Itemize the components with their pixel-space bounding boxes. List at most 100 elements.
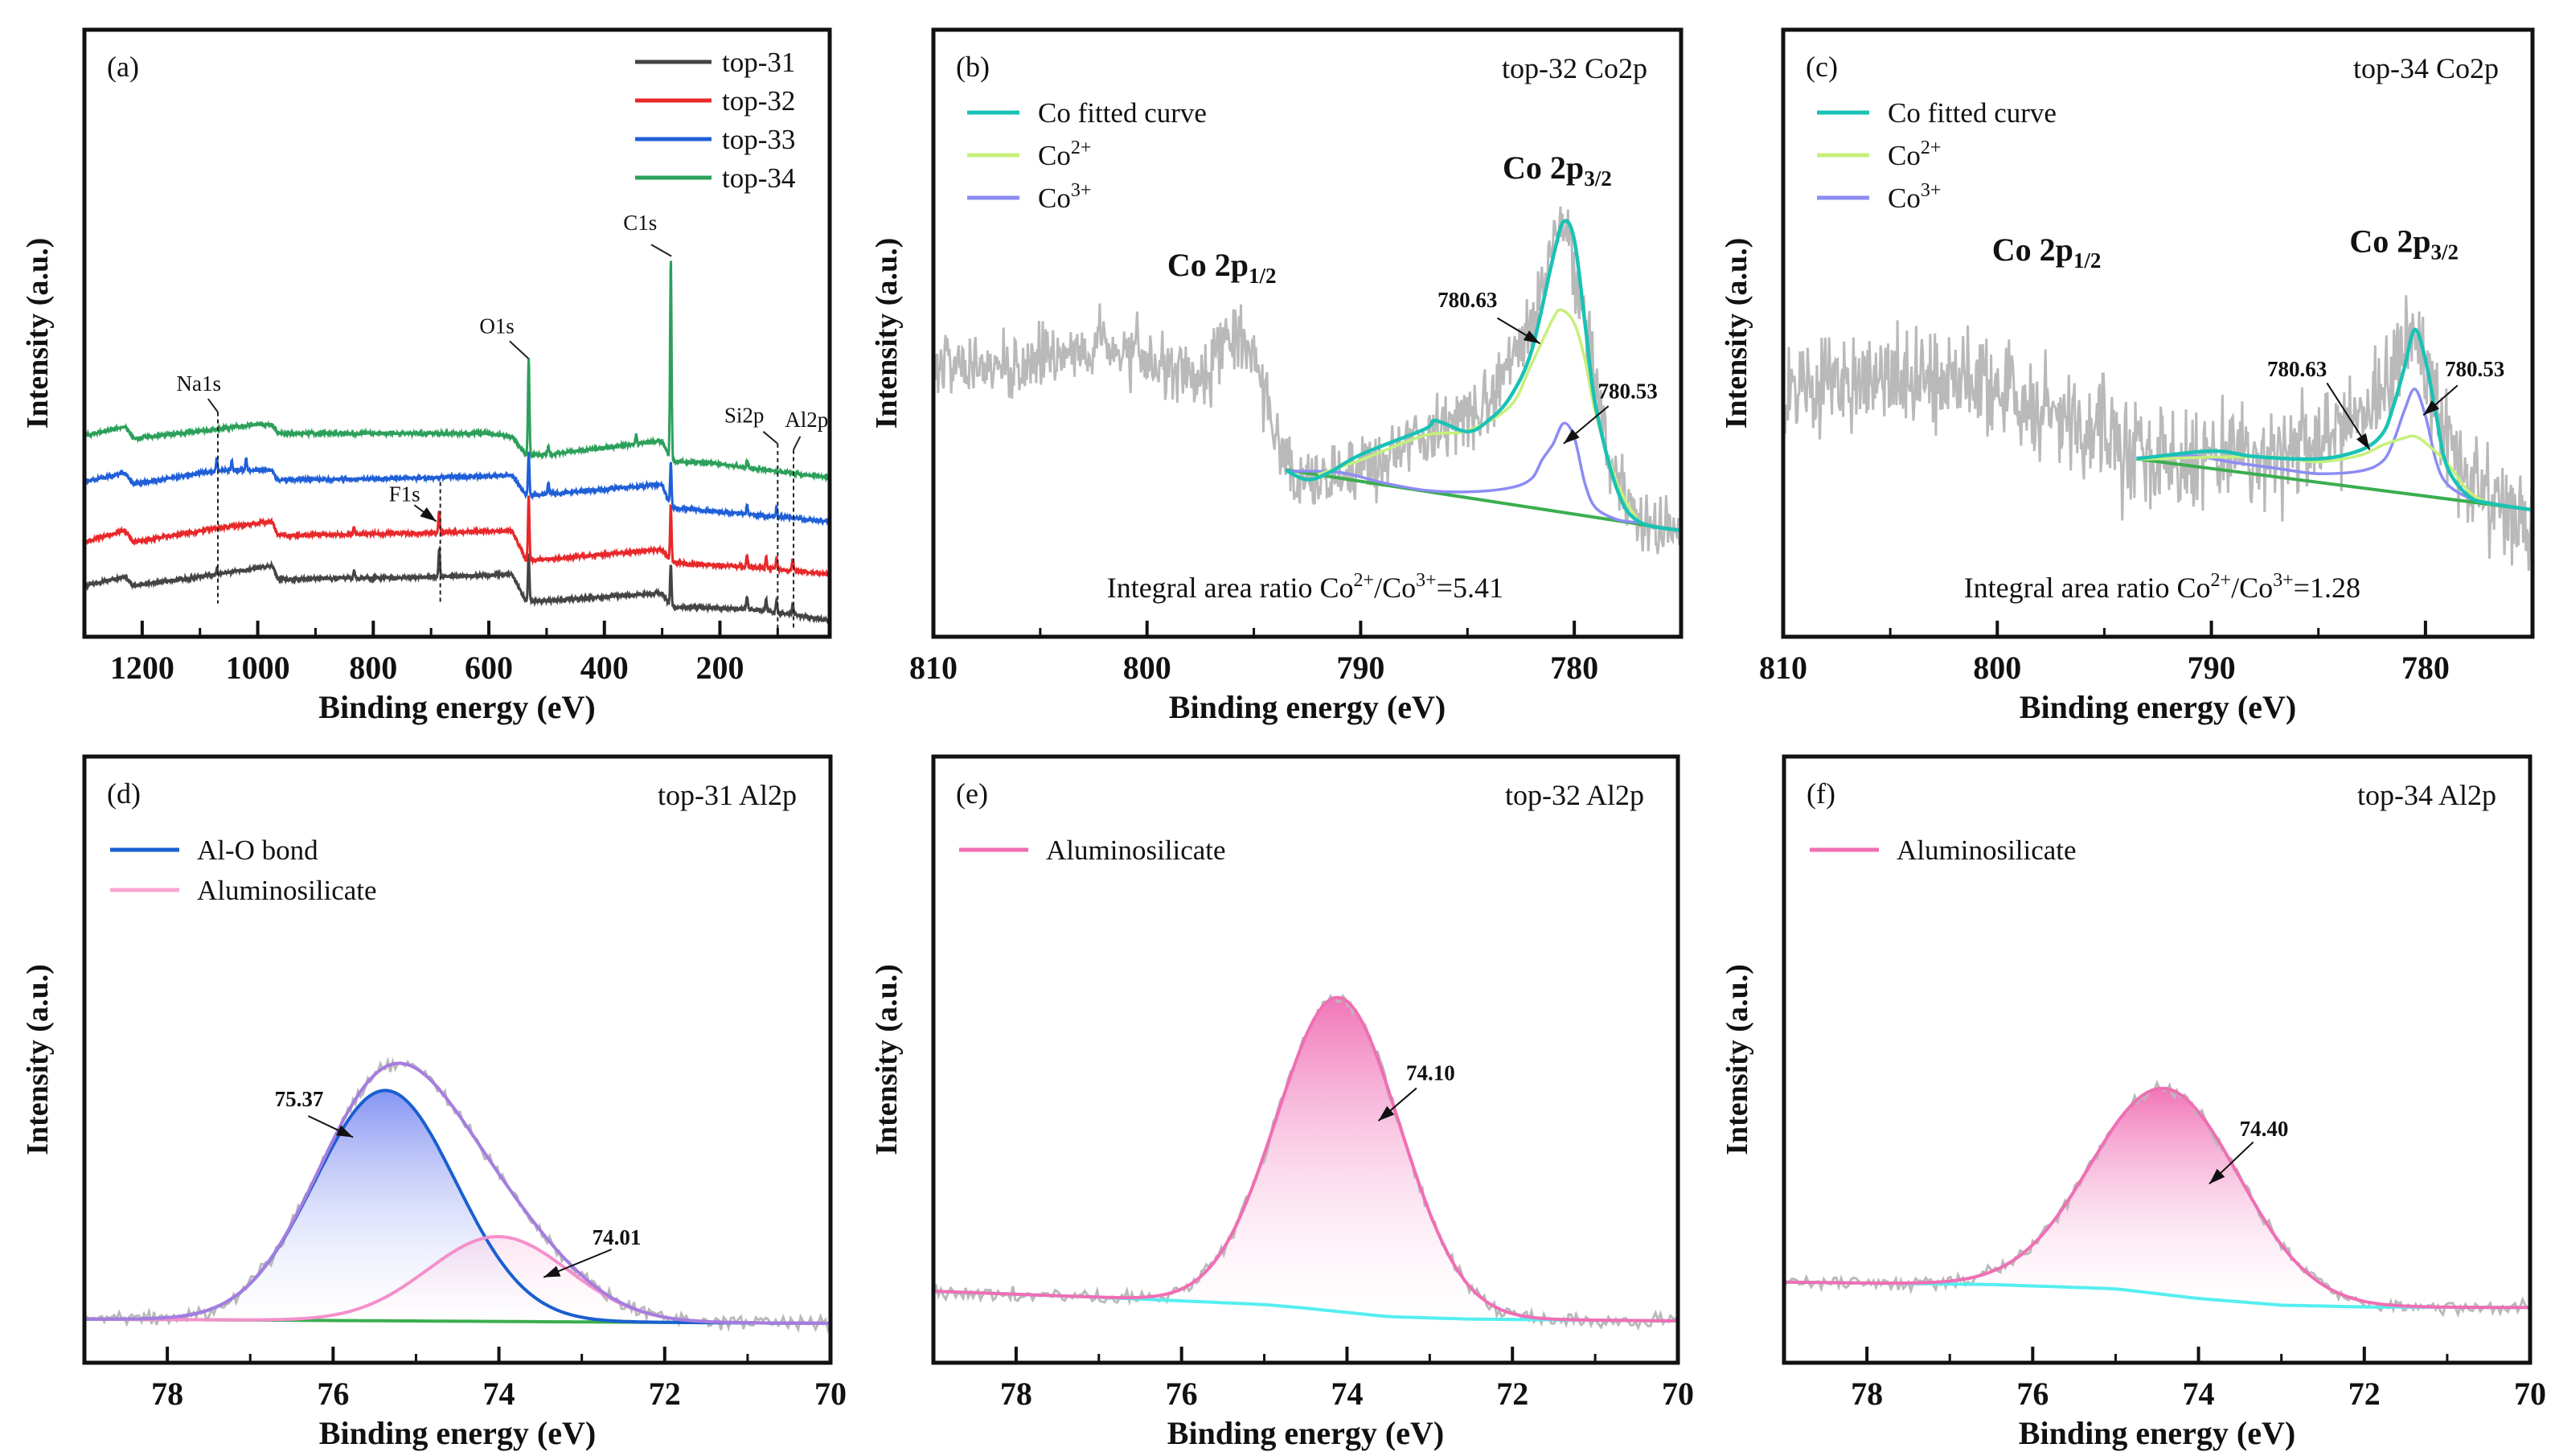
x-tick-label: 70 (1662, 1376, 1694, 1412)
annotation-leader (207, 398, 219, 413)
legend-label: top-32 (722, 85, 795, 117)
arrow-head (1563, 429, 1580, 444)
region-label: Co 2p3/2 (1503, 150, 1612, 191)
legend-label: Aluminosilicate (1897, 835, 2077, 866)
arrow-head (1378, 1105, 1395, 1122)
fit-curve-total (1285, 219, 1681, 533)
x-tick-label: 600 (465, 650, 513, 686)
legend-label: Aluminosilicate (197, 875, 377, 906)
y-axis-label: Intensity (a.u.) (21, 238, 55, 429)
panel-label: (b) (956, 51, 990, 83)
component-fill (1784, 1088, 2530, 1308)
x-axis-label: Binding energy (eV) (319, 1415, 596, 1451)
annotation-leader (509, 340, 530, 359)
x-tick-label: 810 (1759, 650, 1807, 686)
envelope-curve (933, 995, 1678, 1323)
integral-area-ratio: Integral area ratio Co2+/Co3+=1.28 (1964, 570, 2360, 604)
legend-label-sup: 3+ (1921, 180, 1942, 201)
arrow-head (2356, 433, 2370, 450)
panel-a: Na1s O1s C1s F1s Si2p Al2p top-31 top-32 top-33 t… (21, 27, 832, 725)
x-tick-label: 790 (2188, 650, 2236, 686)
plot-area-e (933, 993, 1678, 1331)
x-tick-label: 76 (317, 1376, 349, 1412)
ratio-sup2: 3+ (2273, 570, 2294, 591)
envelope-curve (84, 1061, 831, 1325)
axes-frame (931, 754, 1680, 1365)
legend-label: Co2+ (1038, 137, 1091, 171)
legend-label-base: Co (1038, 140, 1071, 171)
panel-title: top-34 Co2p (2353, 52, 2499, 84)
x-tick-label: 200 (695, 650, 744, 686)
ratio-prefix: Integral area ratio Co (1964, 572, 2211, 604)
x-tick-label: 74 (1331, 1376, 1363, 1412)
peak-value-label: 780.53 (1597, 379, 1657, 403)
arrow-head (1523, 330, 1540, 344)
ratio-mid: /Co (1374, 572, 1416, 604)
region-label-sub: 3/2 (1584, 166, 1612, 191)
legend-label: Co3+ (1888, 180, 1941, 214)
arrow-head (336, 1125, 354, 1138)
peak-label: Na1s (177, 371, 222, 396)
series-line-top-32 (84, 495, 830, 578)
peak-label: Al2p (785, 408, 828, 432)
x-tick-label: 72 (649, 1376, 681, 1412)
x-tick-label: 1000 (226, 650, 290, 686)
region-label-sub: 1/2 (1249, 264, 1277, 288)
x-tick-label: 800 (349, 650, 397, 686)
legend-label: Aluminosilicate (1046, 835, 1226, 866)
x-tick-label: 74 (2183, 1376, 2215, 1412)
region-label-main: Co 2p (2349, 223, 2430, 259)
legend-label: Co2+ (1888, 137, 1941, 171)
panel-title: top-32 Co2p (1502, 52, 1647, 84)
annotation-leader (650, 244, 672, 257)
peak-label: O1s (479, 314, 515, 338)
y-axis-label: Intensity (a.u.) (870, 238, 904, 429)
panel-label: (c) (1806, 51, 1838, 83)
x-tick-label: 400 (580, 650, 629, 686)
legend-label-sup: 2+ (1071, 137, 1092, 158)
integral-area-ratio: Integral area ratio Co2+/Co3+=5.41 (1107, 570, 1503, 604)
envelope-curve (1784, 1086, 2530, 1310)
y-axis-label: Intensity (a.u.) (21, 964, 55, 1155)
plot-area-c (1783, 295, 2533, 572)
ratio-mid: /Co (2231, 572, 2273, 604)
axes-frame (931, 27, 1684, 639)
x-tick-label: 810 (909, 650, 958, 686)
x-tick-label: 76 (2016, 1376, 2049, 1412)
annotation-leader (793, 436, 802, 450)
legend-label-sup: 2+ (1921, 137, 1942, 158)
axes-frame (1781, 27, 2535, 639)
series-line-top-31 (84, 544, 830, 626)
legend-label: top-31 (722, 47, 795, 78)
ratio-sup2: 3+ (1416, 570, 1437, 591)
background-line (1286, 468, 1681, 532)
legend-label-base: Co (1888, 183, 1921, 214)
peak-value-label: 74.10 (1406, 1061, 1455, 1085)
x-tick-label: 790 (1336, 650, 1384, 686)
fit-curve-total (2136, 327, 2533, 512)
x-axis-label: Binding energy (eV) (318, 689, 595, 725)
peak-value-label: 75.37 (275, 1087, 324, 1111)
peak-value-label: 780.63 (1438, 288, 1497, 312)
legend-label: Co fitted curve (1888, 97, 2057, 129)
x-axis-label: Binding energy (eV) (1167, 1415, 1444, 1451)
x-tick-label: 70 (814, 1376, 847, 1412)
x-tick-label: 780 (1550, 650, 1598, 686)
region-label-main: Co 2p (1503, 150, 1584, 186)
legend-label-base: Co (1038, 183, 1071, 214)
ratio-value: =5.41 (1437, 572, 1503, 604)
annotation-arrow-head (420, 507, 437, 522)
series-line-top-34 (84, 260, 830, 483)
x-axis-label: Binding energy (eV) (2019, 1415, 2295, 1451)
x-tick-label: 800 (1973, 650, 2021, 686)
region-label-main: Co 2p (1992, 232, 2073, 268)
x-axis-label: Binding energy (eV) (1169, 689, 1446, 725)
panel-title: top-31 Al2p (658, 779, 797, 811)
region-label: Co 2p1/2 (1992, 232, 2102, 273)
legend-label: top-33 (722, 124, 795, 155)
peak-label: C1s (623, 211, 657, 235)
ratio-sup1: 2+ (2211, 570, 2232, 591)
legend-label-base: Co (1888, 140, 1921, 171)
y-axis-label: Intensity (a.u.) (1720, 964, 1754, 1155)
